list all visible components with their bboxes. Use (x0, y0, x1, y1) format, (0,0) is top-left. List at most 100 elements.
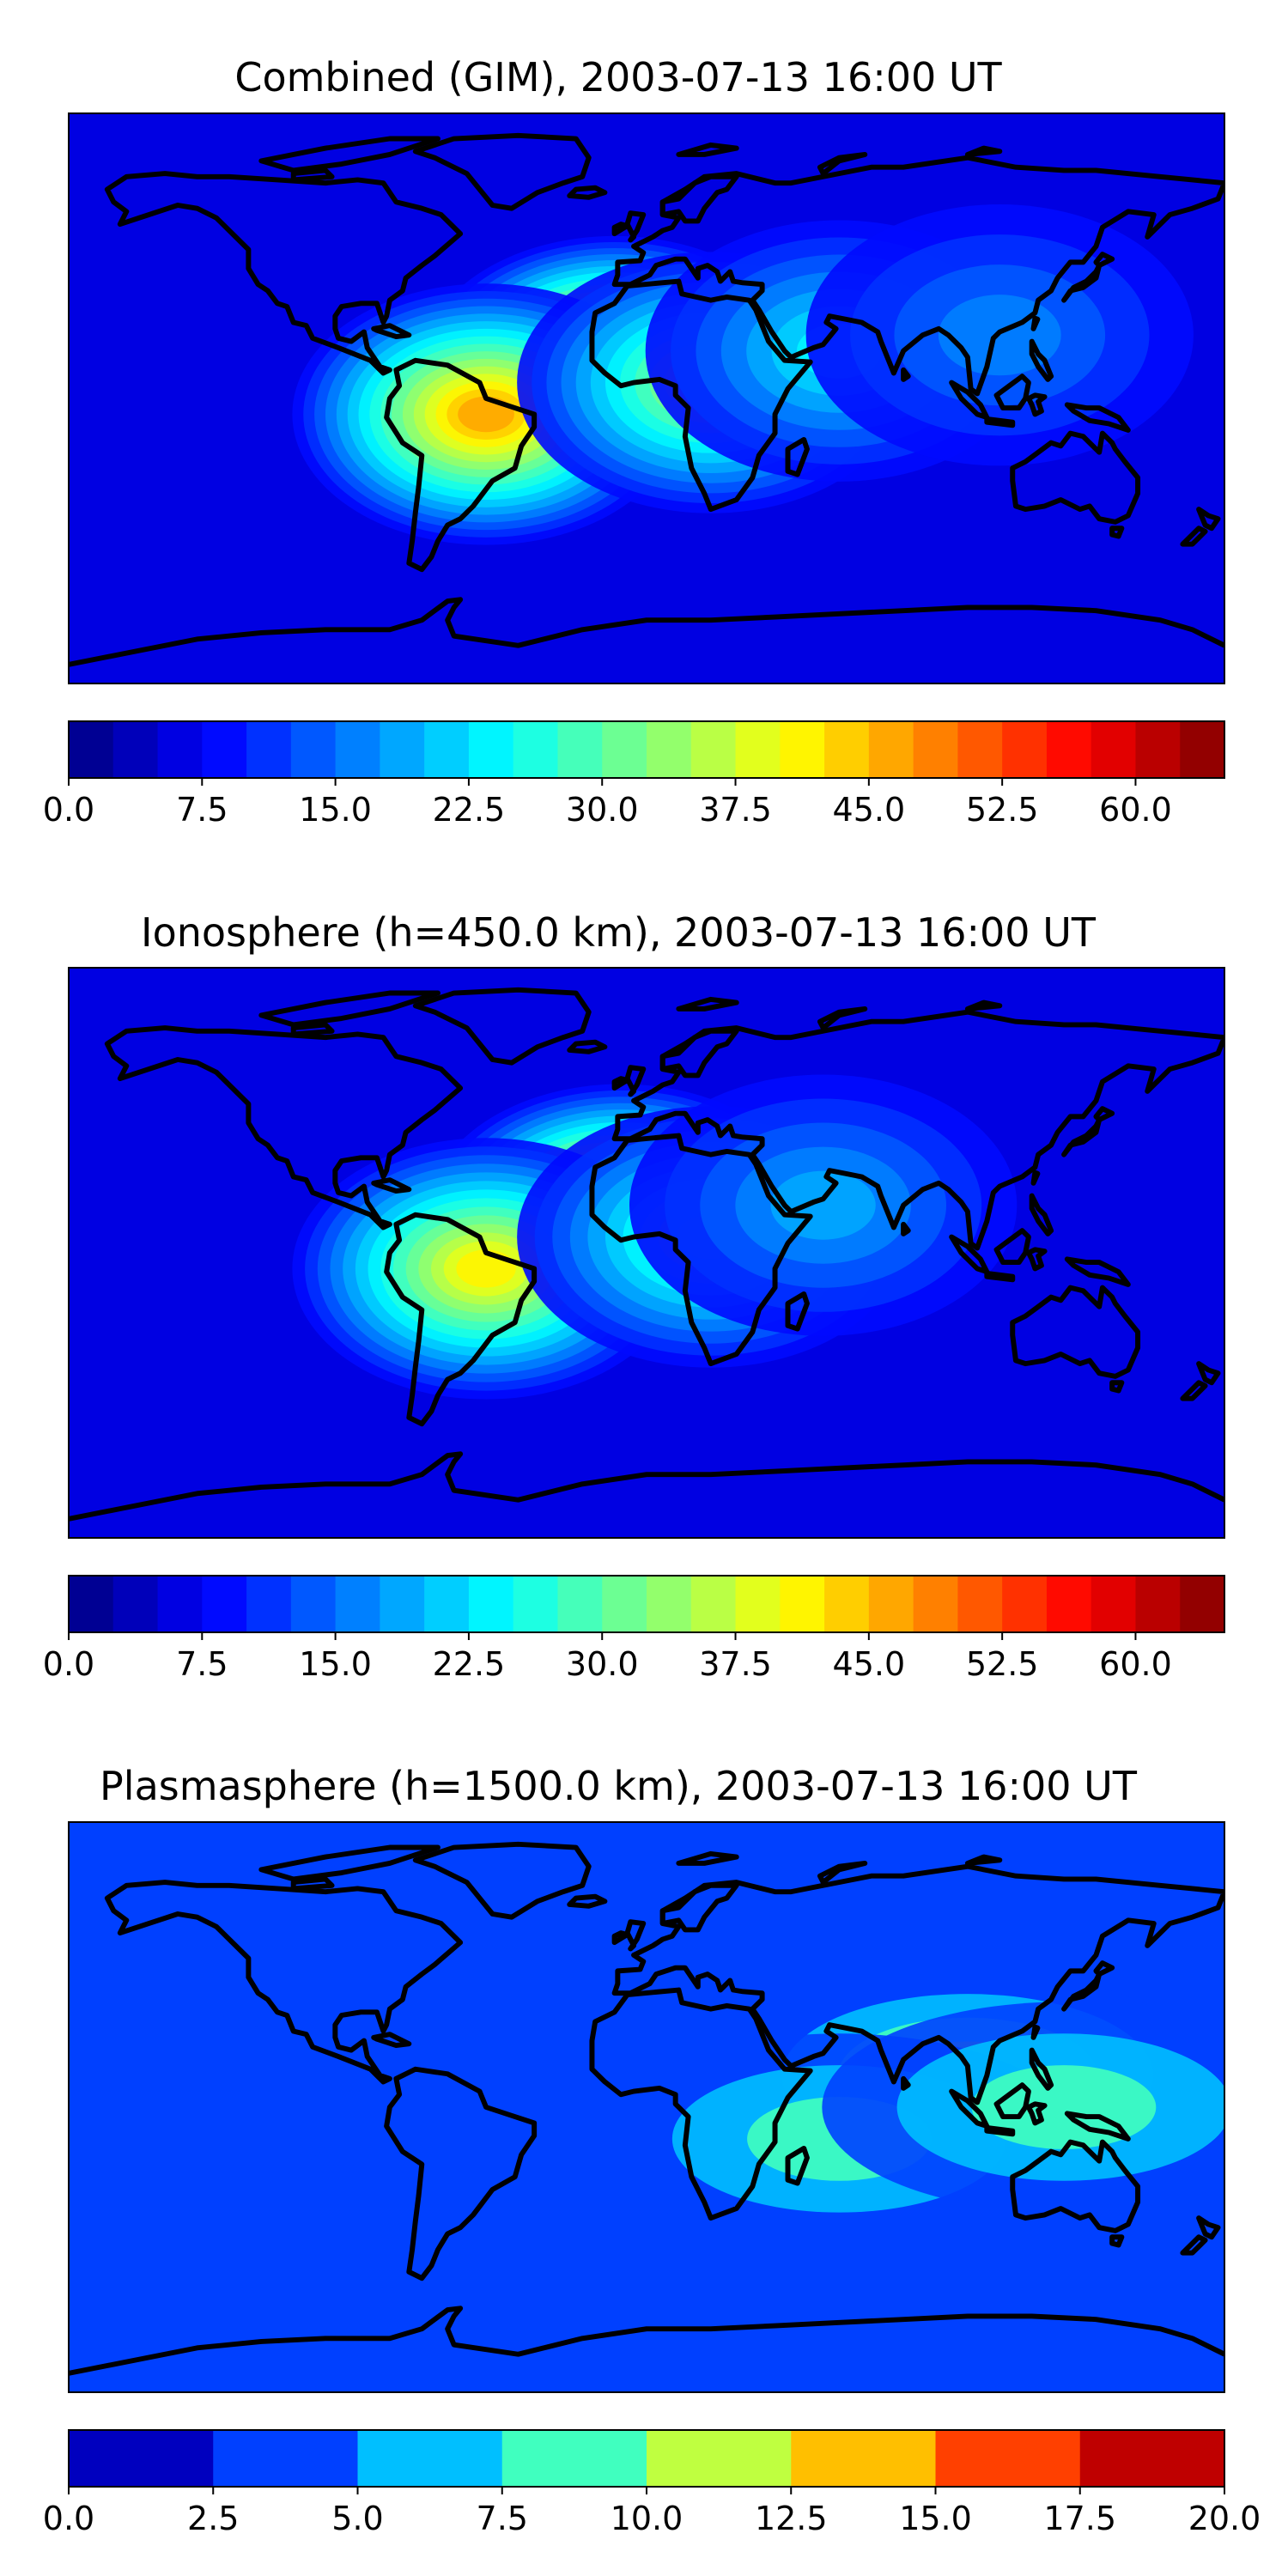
colorbar-tick-label: 2.5 (187, 2500, 239, 2537)
colorbar-tick-label: 37.5 (699, 1645, 772, 1683)
colorbar-segment (1002, 721, 1048, 778)
colorbar-tick-label: 7.5 (176, 791, 228, 829)
map-frame (68, 1821, 1225, 2393)
colorbar-segment (468, 721, 514, 778)
panel-title-combined: Combined (GIM), 2003-07-13 16:00 UT (234, 54, 1002, 100)
colorbar-segment (380, 721, 425, 778)
colorbar-segment (1002, 1576, 1048, 1632)
colorbar-segment (1079, 2430, 1225, 2487)
colorbar-tick-label: 52.5 (966, 791, 1039, 829)
map-frame (68, 967, 1225, 1539)
colorbar-segment (1046, 1576, 1092, 1632)
colorbar-segment (424, 1576, 470, 1632)
colorbar-segment (957, 721, 1003, 778)
colorbar-segment (690, 1576, 737, 1632)
colorbar-segment (335, 1576, 380, 1632)
colorbar-segment (647, 2430, 792, 2487)
colorbar-tick-label: 45.0 (833, 1645, 906, 1683)
colorbar-segment (380, 1576, 425, 1632)
colorbar-segment (957, 1576, 1003, 1632)
colorbar-tick-label: 45.0 (833, 791, 906, 829)
colorbar-tick-label: 30.0 (566, 1645, 639, 1683)
colorbar-segment (913, 1576, 958, 1632)
colorbar-segment (913, 721, 958, 778)
colorbar-segment (868, 1576, 914, 1632)
colorbar-segment (157, 1576, 203, 1632)
colorbar-tick-label: 5.0 (331, 2500, 383, 2537)
colorbar-segment (647, 1576, 692, 1632)
colorbar-segment (501, 2430, 647, 2487)
colorbar-frame (68, 720, 1225, 779)
colorbar-tick-label: 52.5 (966, 1645, 1039, 1683)
map-panels (68, 112, 1225, 2393)
contour-level (770, 1170, 876, 1240)
colorbar-tick-label: 15.0 (299, 791, 372, 829)
colorbar-tick-label: 22.5 (433, 791, 506, 829)
colorbar-tick-label: 20.0 (1188, 2500, 1261, 2537)
colorbar-tick-label: 12.5 (755, 2500, 828, 2537)
colorbar-segment (557, 1576, 603, 1632)
colorbar-segment (202, 721, 247, 778)
colorbar-segment (824, 721, 870, 778)
colorbar-segment (335, 721, 380, 778)
map-panel-2 (68, 1821, 1225, 2393)
colorbar-tick-label: 60.0 (1099, 1645, 1172, 1683)
colorbar-tick-label: 0.0 (43, 791, 94, 829)
colorbar-tick-label: 10.0 (611, 2500, 683, 2537)
map-panel-0 (68, 112, 1225, 684)
colorbar-segment (246, 1576, 292, 1632)
colorbar-tick-label: 0.0 (43, 2500, 94, 2537)
colorbar-segment (1091, 721, 1137, 778)
map-panel-1 (68, 967, 1225, 1539)
contour-level (69, 2002, 343, 2213)
colorbar-tick-label: 17.5 (1043, 2500, 1116, 2537)
colorbar-segment (513, 1576, 559, 1632)
colorbar-tick-label: 22.5 (433, 1645, 506, 1683)
contour-level (458, 396, 514, 433)
colorbar-segment (824, 1576, 870, 1632)
colorbar-segment (780, 1576, 825, 1632)
colorbar-segment (1046, 721, 1092, 778)
colorbar-tick-label: 0.0 (43, 1645, 94, 1683)
colorbar-frame (68, 1575, 1225, 1633)
colorbar-segment (602, 721, 647, 778)
map-frame (68, 112, 1225, 684)
colorbar-segment (868, 721, 914, 778)
panel-title-plasmasphere: Plasmasphere (h=1500.0 km), 2003-07-13 1… (100, 1763, 1137, 1809)
colorbar-tick-label: 7.5 (176, 1645, 228, 1683)
colorbar-segment (1135, 721, 1181, 778)
colorbar-tick-label: 15.0 (299, 1645, 372, 1683)
colorbar-segment (69, 2430, 214, 2487)
panel-title-ionosphere: Ionosphere (h=450.0 km), 2003-07-13 16:0… (141, 909, 1096, 956)
colorbar-segment (202, 1576, 247, 1632)
colorbar-segment (735, 1576, 781, 1632)
colorbar-segment (112, 1576, 159, 1632)
colorbar-segment (290, 1576, 337, 1632)
colorbar-tick-label: 30.0 (566, 791, 639, 829)
colorbar-segment (290, 721, 337, 778)
colorbar-segment (69, 1576, 114, 1632)
colorbar-segment (780, 721, 825, 778)
colorbar-segment (424, 721, 470, 778)
colorbar-segment (557, 721, 603, 778)
colorbar-segment (468, 1576, 514, 1632)
colorbar-segment (246, 721, 292, 778)
colorbar-tick-label: 60.0 (1099, 791, 1172, 829)
colorbar-segment (1135, 1576, 1181, 1632)
colorbar-segment (1180, 1576, 1225, 1632)
colorbar-segment (213, 2430, 359, 2487)
colorbars: 0.0 7.5 15.0 22.5 30.0 37.5 45.0 52.5 60.0 0.0 7.5… (43, 720, 1261, 2537)
colorbar-1: 0.0 7.5 15.0 22.5 30.0 37.5 45.0 52.5 60.0 (43, 1575, 1225, 1683)
colorbar-segment (1180, 721, 1225, 778)
colorbar-segment (647, 721, 692, 778)
colorbar-segment (935, 2430, 1081, 2487)
colorbar-tick-label: 7.5 (477, 2500, 528, 2537)
colorbar-segment (357, 2430, 503, 2487)
colorbar-tick-label: 15.0 (899, 2500, 972, 2537)
colorbar-segment (513, 721, 559, 778)
colorbar-segment (1091, 1576, 1137, 1632)
colorbar-2: 0.0 2.5 5.0 7.5 10.0 12.5 15.0 17.5 20.0 (43, 2429, 1261, 2537)
colorbar-segment (112, 721, 159, 778)
colorbar-segment (157, 721, 203, 778)
